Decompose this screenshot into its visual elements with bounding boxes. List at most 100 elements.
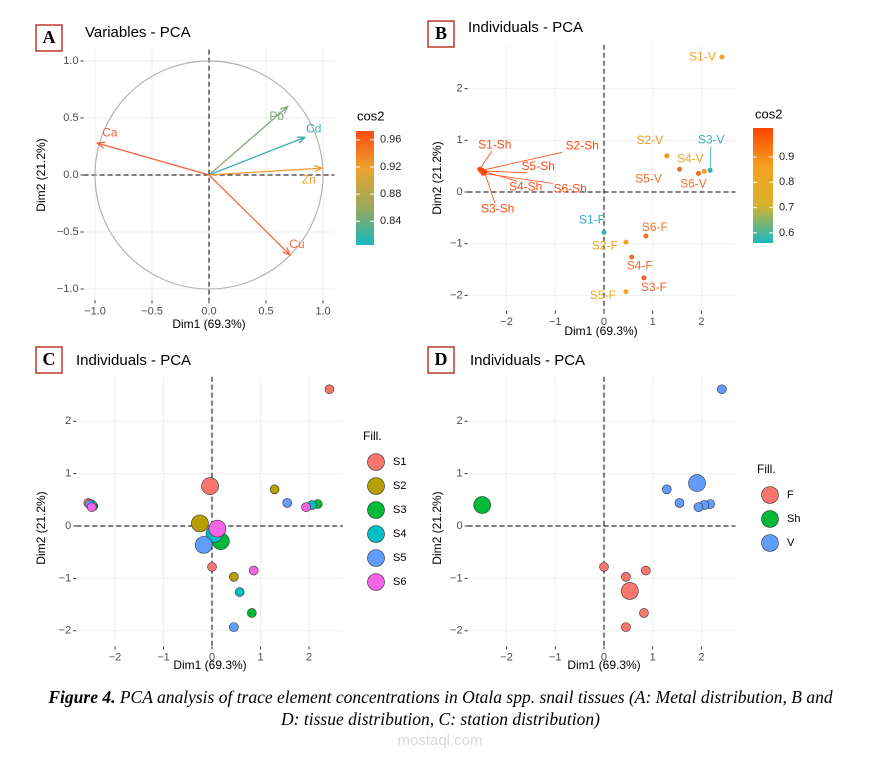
legend-label: S3 [393, 504, 406, 516]
chart-title: Individuals - PCA [470, 352, 585, 369]
legend-swatch [367, 525, 385, 543]
y-tick-label: 1.0 [63, 55, 78, 67]
x-tick-label: −2 [109, 651, 122, 663]
leader-line [479, 151, 493, 170]
y-tick-label: 0.5 [63, 112, 78, 124]
variable-label: Ca [102, 125, 118, 139]
y-tick-label: −0.5 [57, 226, 79, 238]
point-label: S1-Sh [478, 137, 511, 151]
y-tick-label: 2 [456, 415, 462, 427]
legend-label: S4 [393, 528, 406, 540]
x-tick-label: −1.0 [84, 305, 106, 317]
centroid [191, 514, 209, 533]
point-label: S2-Sh [566, 138, 599, 152]
panel-letter: B [435, 23, 447, 43]
arrow [208, 174, 291, 256]
leader-line [481, 170, 527, 174]
point [247, 608, 257, 618]
colorbar-label: 0.8 [779, 176, 794, 188]
panel-letter: C [43, 349, 56, 369]
point [643, 233, 649, 239]
legend-label: S1 [393, 456, 406, 468]
point [662, 484, 672, 495]
y-tick-label: −1 [450, 238, 463, 250]
point [480, 170, 486, 176]
y-tick-label: −2 [450, 625, 463, 637]
point-label: S4-V [677, 152, 704, 166]
y-axis-label: Dim2 (21.2%) [34, 138, 48, 211]
point [707, 167, 713, 173]
variable-label: Cd [306, 122, 321, 136]
x-tick-label: 0.5 [258, 305, 273, 317]
leader-line [484, 172, 496, 204]
leader-line [483, 173, 553, 184]
x-tick-label: 0 [209, 651, 215, 663]
y-tick-label: 2 [456, 83, 462, 95]
centroid [688, 474, 706, 492]
legend-label: Sh [787, 513, 800, 525]
point [719, 54, 725, 60]
legend-label: V [787, 537, 795, 549]
point [599, 562, 609, 572]
y-tick-label: 1 [456, 134, 462, 146]
x-axis-label: Dim1 (69.3%) [567, 658, 640, 672]
correlation-circle [94, 60, 324, 290]
x-tick-label: 2 [698, 651, 704, 663]
watermark: mostaql.com [397, 732, 482, 749]
arrow-head [314, 164, 324, 173]
point-label: S2-V [636, 133, 663, 147]
centroid [208, 519, 227, 538]
y-tick-label: −1 [59, 572, 72, 584]
legend-swatch [761, 534, 779, 552]
arrow-head [282, 247, 292, 256]
point-label: S3-F [641, 280, 667, 294]
panel-letter: D [435, 349, 448, 369]
point-label: S2-F [592, 238, 618, 252]
y-axis-label: Dim2 (21.2%) [430, 491, 444, 564]
colorbar-label: 0.88 [380, 188, 401, 200]
y-tick-label: −1.0 [57, 283, 79, 295]
caption: Figure 4. PCA analysis of trace element … [40, 686, 841, 730]
point-label: S4-F [627, 258, 653, 272]
x-tick-label: −2 [500, 651, 513, 663]
panel-letter-box [427, 20, 455, 48]
leader-line [709, 146, 712, 171]
leader-line [482, 151, 563, 171]
chart-title: Individuals - PCA [468, 19, 583, 36]
y-tick-label: 0.0 [63, 169, 78, 181]
legend-title: Fill. [757, 462, 776, 476]
caption-label: Figure 4. [48, 687, 116, 707]
point [639, 608, 649, 618]
colorbar-label: 0.6 [779, 227, 794, 239]
legend-swatch [761, 486, 779, 504]
point [324, 384, 335, 395]
legend-swatch [761, 510, 779, 528]
arrow-head [296, 136, 307, 144]
point [282, 498, 293, 508]
point-label: S1-F [579, 213, 605, 227]
point [693, 502, 704, 512]
x-axis-label: Dim1 (69.3%) [172, 317, 245, 331]
legend-label: F [787, 489, 794, 501]
y-tick-label: 0 [65, 520, 71, 532]
legend-label: S5 [393, 552, 406, 564]
point [641, 565, 651, 576]
legend-label: S6 [393, 576, 406, 588]
point-label: S6-Sh [554, 182, 587, 196]
colorbar-label: 0.9 [779, 151, 794, 163]
point [717, 384, 727, 395]
legend-swatch [367, 501, 385, 519]
point [623, 289, 629, 295]
centroid [621, 582, 639, 600]
y-tick-label: 0 [456, 186, 462, 198]
x-tick-label: 1 [257, 651, 263, 663]
point [701, 168, 707, 174]
point [86, 502, 97, 512]
point [664, 153, 670, 159]
point [207, 562, 217, 572]
y-axis-label: Dim2 (21.2%) [430, 141, 444, 214]
arrow-head [95, 141, 106, 149]
leader-line [483, 170, 518, 182]
x-tick-label: 1 [650, 316, 656, 328]
y-axis-label: Dim2 (21.2%) [34, 491, 48, 564]
